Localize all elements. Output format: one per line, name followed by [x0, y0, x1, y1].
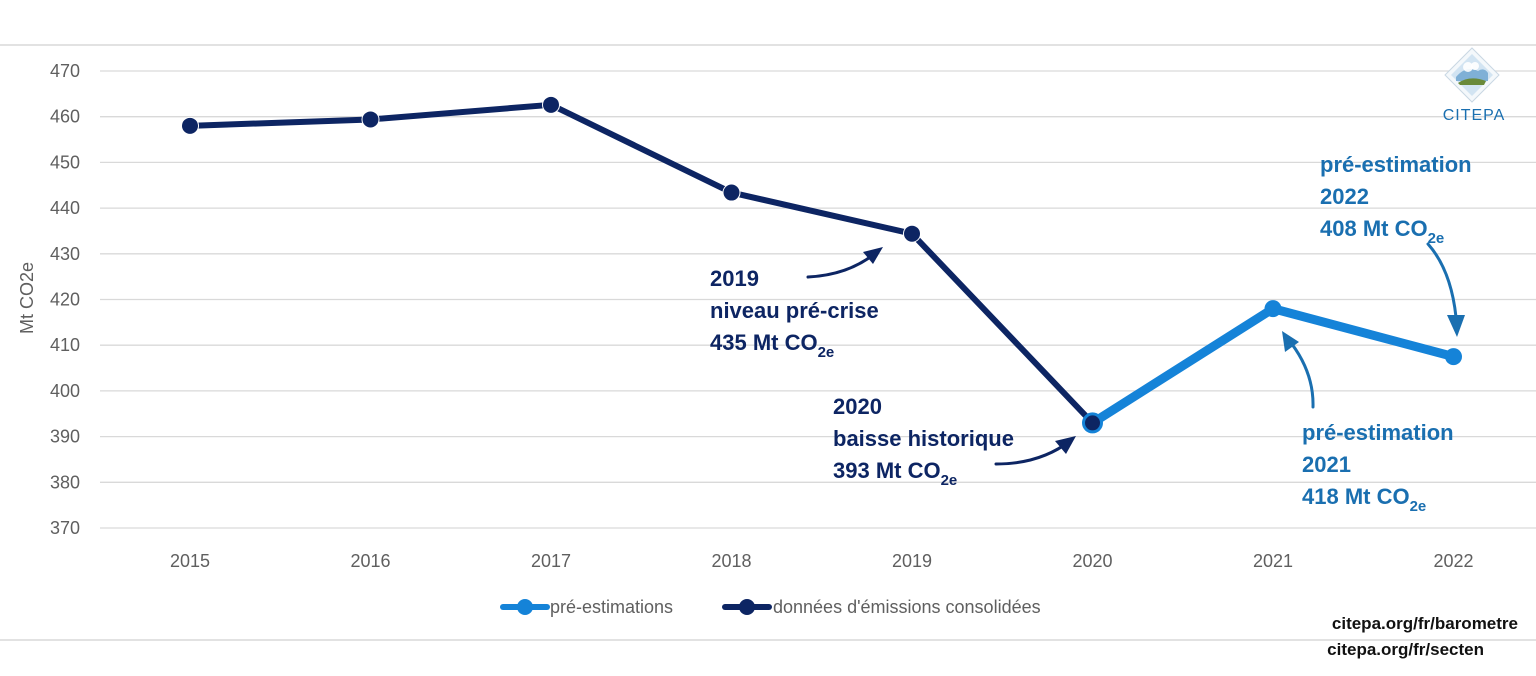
annotation-text: pré-estimation: [1302, 420, 1454, 445]
x-tick-label: 2022: [1433, 551, 1473, 571]
data-point: [1264, 300, 1282, 318]
annotation-2019: 2019 niveau pré-crise 435 Mt CO2e: [710, 247, 883, 361]
x-tick-label: 2019: [892, 551, 932, 571]
gridlines: [100, 70, 1536, 529]
legend: pré-estimations données d'émissions conso…: [500, 597, 1041, 617]
annotation-value: 408 Mt CO2e: [1320, 216, 1444, 247]
annotation-text: 2022: [1320, 184, 1369, 209]
annotation-2021: pré-estimation 2021 418 Mt CO2e: [1282, 331, 1454, 515]
y-tick-label: 390: [50, 427, 80, 447]
citepa-diamond-logo-icon: [1444, 47, 1500, 103]
series-consolidated: [181, 95, 1102, 432]
annotation-arrow: [1426, 242, 1458, 319]
annotation-text: 2019: [710, 266, 759, 291]
data-point: [1082, 412, 1103, 434]
footer-link-barometre[interactable]: citepa.org/fr/barometre: [1332, 614, 1518, 633]
annotation-text: niveau pré-crise: [710, 298, 879, 323]
x-axis-ticks: 2015 2016 2017 2018 2019 2020 2021 2022: [170, 551, 1474, 571]
y-tick-label: 410: [50, 335, 80, 355]
x-tick-label: 2015: [170, 551, 210, 571]
arrow-head: [1055, 436, 1076, 454]
series-lines: [181, 95, 1462, 434]
y-tick-label: 440: [50, 198, 80, 218]
legend-label: pré-estimations: [550, 597, 673, 617]
y-tick-label: 450: [50, 152, 80, 172]
annotation-text: pré-estimation: [1320, 152, 1472, 177]
x-tick-label: 2021: [1253, 551, 1293, 571]
x-tick-label: 2018: [711, 551, 751, 571]
series-line: [1088, 304, 1458, 428]
arrow-head: [1447, 315, 1465, 337]
annotation-value: 418 Mt CO2e: [1302, 484, 1426, 515]
x-tick-label: 2020: [1072, 551, 1112, 571]
y-axis-label: Mt CO2e: [17, 262, 37, 334]
x-tick-label: 2017: [531, 551, 571, 571]
x-tick-label: 2016: [350, 551, 390, 571]
y-axis-ticks: 370 380 390 400 410 420 430 440 450 460 470: [50, 61, 80, 538]
data-point: [722, 183, 741, 202]
annotation-value: 393 Mt CO2e: [833, 458, 957, 489]
logo-text: CITEPA: [1443, 107, 1506, 124]
citepa-logo: CITEPA: [1443, 47, 1506, 124]
annotation-text: 2021: [1302, 452, 1351, 477]
arrow-head: [1282, 331, 1299, 352]
y-tick-label: 430: [50, 244, 80, 264]
data-point: [1445, 348, 1462, 366]
arrow-head: [863, 247, 883, 264]
annotations: 2019 niveau pré-crise 435 Mt CO2e 2020 baiss…: [710, 152, 1472, 515]
series-pre-estimations: [1084, 300, 1462, 432]
annotation-text: 2020: [833, 394, 882, 419]
annotation-arrow: [1286, 337, 1315, 409]
legend-swatch-marker: [739, 599, 755, 615]
y-tick-label: 380: [50, 472, 80, 492]
y-tick-label: 470: [50, 61, 80, 81]
annotation-value: 435 Mt CO2e: [710, 330, 834, 361]
footer-link-secten[interactable]: citepa.org/fr/secten: [1327, 640, 1484, 659]
y-tick-label: 420: [50, 290, 80, 310]
legend-item: pré-estimations: [500, 597, 673, 617]
data-point: [181, 116, 199, 135]
series-line: [187, 101, 1096, 426]
legend-swatch-marker: [517, 599, 533, 615]
annotation-2022: pré-estimation 2022 408 Mt CO2e: [1320, 152, 1472, 337]
legend-item: données d'émissions consolidées: [722, 597, 1041, 617]
legend-label: données d'émissions consolidées: [773, 597, 1041, 617]
data-point: [361, 110, 380, 129]
data-point: [903, 224, 921, 243]
y-tick-label: 400: [50, 381, 80, 401]
annotation-2020: 2020 baisse historique 393 Mt CO2e: [833, 394, 1076, 489]
y-tick-label: 460: [50, 107, 80, 127]
annotation-text: baisse historique: [833, 426, 1014, 451]
y-tick-label: 370: [50, 518, 80, 538]
data-point: [542, 95, 560, 114]
